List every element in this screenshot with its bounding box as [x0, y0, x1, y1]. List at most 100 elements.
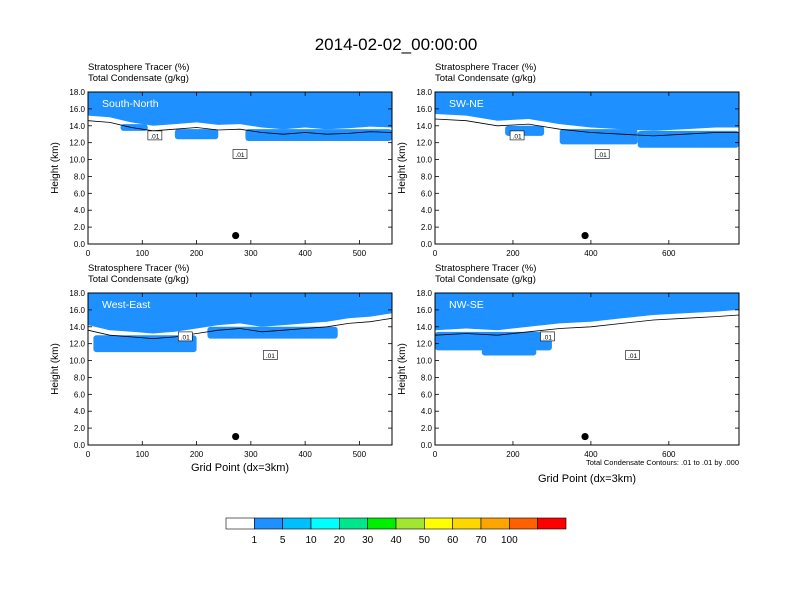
- y-tick-label: 10.0: [69, 357, 85, 366]
- colorbar: 1 5 10 20 30 40 50 60 70 100: [225, 517, 567, 546]
- y-tick-label: 6.0: [74, 390, 86, 399]
- tracer-band: [88, 92, 392, 130]
- colorbar-label: 30: [362, 535, 374, 546]
- tracer-patch: [481, 348, 537, 356]
- x-tick-label: 200: [506, 249, 520, 258]
- contour-label-box: [625, 350, 640, 360]
- contour-label: .01: [232, 149, 248, 159]
- y-tick-label: 6.0: [421, 189, 433, 198]
- condensate-contour: [435, 118, 739, 137]
- contour-label: .01: [625, 350, 640, 360]
- x-tick-label: 400: [298, 249, 312, 258]
- contour-label-text: .01: [181, 334, 190, 341]
- y-tick-label: 2.0: [74, 424, 86, 433]
- panels: .01 .01 South-North Stratosphere Tracer (%)…: [50, 62, 740, 459]
- y-tick-label: 10.0: [69, 156, 85, 165]
- y-tick-label: 14.0: [416, 122, 432, 131]
- x-tick-label: 0: [86, 249, 91, 258]
- y-tick-label: 16.0: [416, 105, 432, 114]
- field-label: Total Condensate (g/kg): [435, 274, 536, 285]
- colorbar-swatch: [537, 517, 567, 530]
- x-tick-label: 100: [136, 450, 150, 459]
- contour-label-box: [509, 130, 525, 141]
- colorbar-swatch: [339, 517, 368, 530]
- colorbar-swatch: [367, 517, 397, 530]
- x-tick-label: 400: [584, 450, 598, 459]
- x-tick-label: 100: [136, 249, 150, 258]
- plot-frame: [87, 91, 393, 245]
- x-tick-label: 200: [190, 450, 204, 459]
- tracer-band: [435, 92, 739, 131]
- panel-sw-ne: .01 .01 SW-NE Stratosphere Tracer (%)Total …: [397, 62, 740, 258]
- y-tick-label: 16.0: [416, 306, 432, 315]
- x-axis-label-right: Grid Point (dx=3km): [538, 473, 636, 485]
- colorbar-swatch: [225, 517, 255, 530]
- panel-south-north: .01 .01 South-North Stratosphere Tracer (%)…: [50, 62, 393, 258]
- y-tick-label: 18.0: [69, 88, 85, 97]
- x-axis-label-left: Grid Point (dx=3km): [191, 462, 289, 474]
- tracer-patch: [559, 129, 638, 145]
- tracer-patch: [207, 326, 338, 339]
- x-tick-label: 600: [662, 249, 676, 258]
- colorbar-label: 40: [390, 535, 402, 546]
- y-tick-label: 2.0: [421, 223, 433, 232]
- tracer-patch: [93, 335, 197, 353]
- location-marker: [232, 231, 240, 240]
- y-tick-label: 6.0: [421, 390, 433, 399]
- y-tick-label: 8.0: [74, 373, 86, 382]
- colorbar-swatch: [254, 517, 283, 530]
- y-tick-label: 4.0: [421, 206, 433, 215]
- location-marker: [232, 432, 240, 441]
- colorbar-label: 10: [305, 535, 317, 546]
- tracer-band: [88, 293, 392, 334]
- panel-nw-se: .01 .01 NW-SE Stratosphere Tracer (%)Total …: [397, 263, 740, 459]
- section-name: NW-SE: [449, 299, 484, 311]
- colorbar-swatch: [480, 517, 510, 530]
- y-tick-label: 4.0: [74, 206, 86, 215]
- y-tick-label: 18.0: [416, 289, 432, 298]
- colorbar-swatch: [424, 517, 453, 530]
- y-tick-label: 0.0: [74, 441, 86, 450]
- field-label: Total Condensate (g/kg): [435, 73, 536, 84]
- figure-title: 2014-02-02_00:00:00: [315, 35, 478, 54]
- section-name: SW-NE: [449, 98, 484, 110]
- plot-frame: [434, 292, 740, 446]
- plot-area: .01 .01: [88, 92, 392, 244]
- y-tick-label: 8.0: [421, 373, 433, 382]
- y-tick-label: 14.0: [69, 323, 85, 332]
- x-tick-label: 0: [433, 450, 438, 459]
- field-label: Stratosphere Tracer (%): [435, 263, 536, 274]
- condensate-contour: [88, 317, 392, 340]
- tracer-patch: [637, 130, 739, 148]
- x-tick-label: 0: [433, 249, 438, 258]
- contour-label-text: .01: [266, 353, 275, 360]
- x-tick-label: 300: [244, 450, 258, 459]
- y-tick-label: 14.0: [416, 323, 432, 332]
- y-tick-label: 14.0: [69, 122, 85, 131]
- contour-label: .01: [509, 130, 525, 141]
- x-tick-label: 200: [506, 450, 520, 459]
- field-label: Stratosphere Tracer (%): [435, 62, 536, 73]
- plot-area: .01 .01: [435, 92, 739, 244]
- y-tick-label: 8.0: [421, 172, 433, 181]
- y-tick-label: 16.0: [69, 306, 85, 315]
- colorbar-label: 20: [334, 535, 346, 546]
- contour-label-box: [177, 331, 193, 342]
- contour-info: Total Condensate Contours: .01 to .01 by…: [586, 458, 739, 467]
- y-axis-label: Height (km): [397, 343, 408, 395]
- plot-area: .01 .01: [435, 293, 739, 445]
- colorbar-label: 60: [447, 535, 459, 546]
- panel-west-east: .01 .01 West-East Stratosphere Tracer (%)To…: [50, 263, 393, 459]
- y-tick-label: 18.0: [69, 289, 85, 298]
- condensate-contour: [435, 314, 739, 336]
- colorbar-swatch: [509, 517, 538, 530]
- y-tick-label: 4.0: [74, 407, 86, 416]
- contour-label-text: .01: [513, 133, 522, 140]
- contour-label-text: .01: [235, 152, 244, 159]
- x-tick-label: 600: [662, 450, 676, 459]
- contour-label-box: [147, 130, 163, 141]
- colorbar-swatch: [310, 517, 340, 530]
- x-tick-label: 300: [244, 249, 258, 258]
- y-tick-label: 12.0: [416, 139, 432, 148]
